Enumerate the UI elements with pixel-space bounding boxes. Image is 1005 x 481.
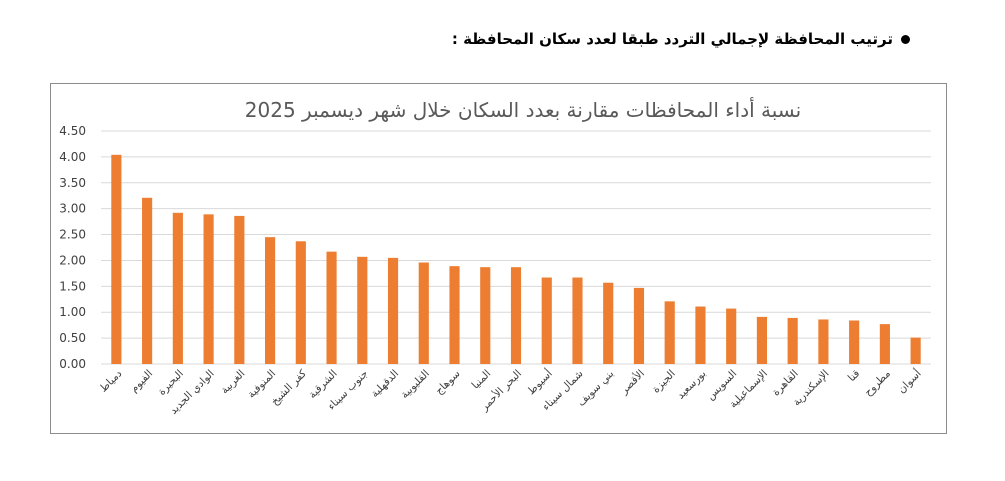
bar [387, 257, 399, 364]
bar [295, 241, 306, 364]
bar [265, 237, 276, 364]
y-tick-label: 4.00 [59, 150, 86, 164]
bar [849, 320, 860, 364]
bar [172, 212, 183, 364]
bar [449, 266, 460, 364]
bar [234, 215, 245, 364]
x-tick-label: أسوان [894, 366, 924, 396]
bar [726, 308, 737, 364]
bar-chart: نسبة أداء المحافظات مقارنة بعدد السكان خ… [59, 97, 931, 417]
y-tick-label: 0.50 [59, 331, 86, 345]
bar [633, 287, 645, 364]
bar [818, 319, 829, 364]
chart-container: نسبة أداء المحافظات مقارنة بعدد السكان خ… [50, 83, 947, 434]
bar [142, 197, 153, 364]
chart-title: نسبة أداء المحافظات مقارنة بعدد السكان خ… [245, 97, 801, 122]
bar [756, 316, 767, 364]
x-tick-label: الغربية [219, 368, 248, 397]
bar [664, 301, 675, 364]
x-tick-label: الدقهلية [369, 368, 401, 400]
x-tick-label: بورسعيد [675, 368, 709, 402]
bar [603, 282, 614, 364]
y-tick-label: 2.50 [59, 228, 86, 242]
x-tick-label: سوهاج [433, 368, 463, 398]
bar [418, 262, 429, 364]
bar [510, 267, 522, 364]
bar [326, 251, 337, 364]
bar [910, 337, 921, 364]
x-tick-label: الجيزة [650, 368, 678, 396]
bar [203, 214, 214, 364]
y-tick-label: 0.00 [59, 357, 86, 371]
bar [572, 277, 583, 364]
y-tick-label: 4.50 [59, 124, 86, 138]
x-tick-label: القليوبية [399, 368, 432, 401]
y-tick-label: 2.00 [59, 253, 86, 267]
x-tick-label: مطروح [862, 368, 893, 399]
y-tick-label: 3.00 [59, 202, 86, 216]
bar [357, 256, 368, 364]
y-tick-label: 3.50 [59, 176, 86, 190]
y-tick-label: 1.00 [59, 305, 86, 319]
x-tick-label: الفيوم [128, 368, 155, 395]
x-tick-label: قنا [846, 368, 863, 385]
bar [695, 306, 706, 364]
section-heading-text: ترتيب المحافظة لإجمالي التردد طبقا لعدد … [451, 30, 893, 48]
bar [480, 267, 491, 364]
bar [879, 324, 890, 364]
bar [111, 154, 122, 364]
bars [111, 154, 921, 364]
x-tick-label: أسيوط [524, 366, 555, 397]
section-heading: ترتيب المحافظة لإجمالي التردد طبقا لعدد … [452, 30, 910, 48]
bar [787, 317, 798, 364]
y-tick-label: 1.50 [59, 279, 86, 293]
x-tick-label: دمياط [97, 367, 124, 394]
bar [541, 277, 552, 364]
x-tick-label: المنيا [470, 368, 494, 392]
y-axis: 0.00 0.50 1.00 1.50 2.00 2.50 3.00 3.50 4.00 4.50 [59, 124, 86, 371]
bullet-icon [901, 34, 910, 44]
x-tick-label: الأقصر [617, 367, 647, 397]
